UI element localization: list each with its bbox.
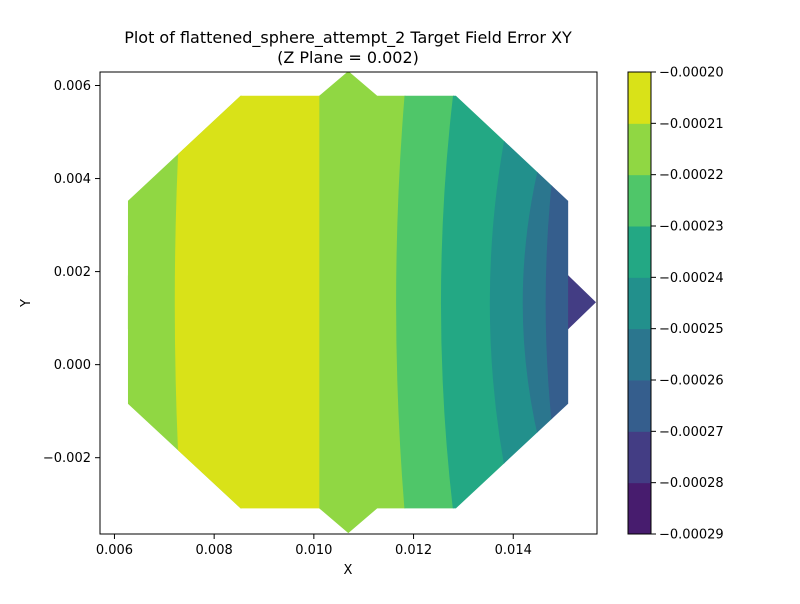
colorbar-tick-label-4: −0.00024 — [659, 271, 724, 286]
contour-band-5 — [489, 72, 570, 534]
chart-subtitle: (Z Plane = 0.002) — [277, 48, 419, 67]
y-axis-label: Y — [19, 299, 34, 308]
colorbar-segment-2 — [628, 380, 651, 432]
x-tick-label-1: 0.008 — [196, 543, 233, 558]
y-axis-ticks: −0.002 0.000 0.002 0.004 0.006 — [43, 79, 100, 466]
colorbar-segment-1 — [628, 431, 651, 484]
colorbar-ticks: −0.00020 −0.00021 −0.00022 −0.00023 −0.00024… — [651, 66, 724, 543]
colorbar-tick-label-6: −0.00026 — [659, 374, 724, 389]
colorbar-frame — [627, 71, 652, 535]
x-tick-label-4: 0.014 — [495, 543, 532, 558]
colorbar-segment-6 — [628, 174, 651, 227]
plot-frame — [99, 71, 598, 535]
y-tick-label-0: −0.002 — [43, 451, 91, 466]
x-tick-label-3: 0.012 — [395, 543, 432, 558]
contour-band-3 — [396, 72, 457, 534]
colorbar-segment-8 — [628, 72, 651, 124]
colorbar-tick-label-5: −0.00025 — [659, 322, 724, 337]
contour-band-1 — [174, 72, 321, 534]
colorbar-tick-label-2: −0.00022 — [659, 168, 724, 183]
colorbar-segment-0 — [628, 482, 651, 535]
contour-band-2 — [319, 72, 408, 534]
colorbar-segment-3 — [628, 328, 651, 381]
x-tick-label-0: 0.006 — [96, 543, 133, 558]
y-tick-label-3: 0.004 — [54, 172, 91, 187]
colorbar-segment-7 — [628, 123, 651, 176]
colorbar-tick-label-0: −0.00020 — [659, 66, 724, 81]
x-tick-label-2: 0.010 — [295, 543, 332, 558]
colorbar-segments — [628, 72, 651, 535]
colorbar-tick-label-1: −0.00021 — [659, 117, 724, 132]
colorbar-tick-label-7: −0.00027 — [659, 425, 724, 440]
colorbar-tick-label-8: −0.00028 — [659, 476, 724, 491]
x-axis-ticks: 0.006 0.008 0.010 0.012 0.014 — [96, 534, 532, 558]
colorbar: −0.00020 −0.00021 −0.00022 −0.00023 −0.00024… — [627, 66, 724, 543]
x-axis-label: X — [344, 563, 353, 578]
y-tick-label-2: 0.002 — [54, 265, 91, 280]
colorbar-tick-label-9: −0.00029 — [659, 528, 724, 543]
chart-title: Plot of flattened_sphere_attempt_2 Targe… — [124, 28, 572, 48]
colorbar-segment-5 — [628, 226, 651, 278]
contour-band-4 — [440, 72, 520, 534]
colorbar-segment-4 — [628, 277, 651, 330]
colorbar-tick-label-3: −0.00023 — [659, 220, 724, 235]
y-tick-label-1: 0.000 — [54, 358, 91, 373]
y-tick-label-4: 0.006 — [54, 79, 91, 94]
